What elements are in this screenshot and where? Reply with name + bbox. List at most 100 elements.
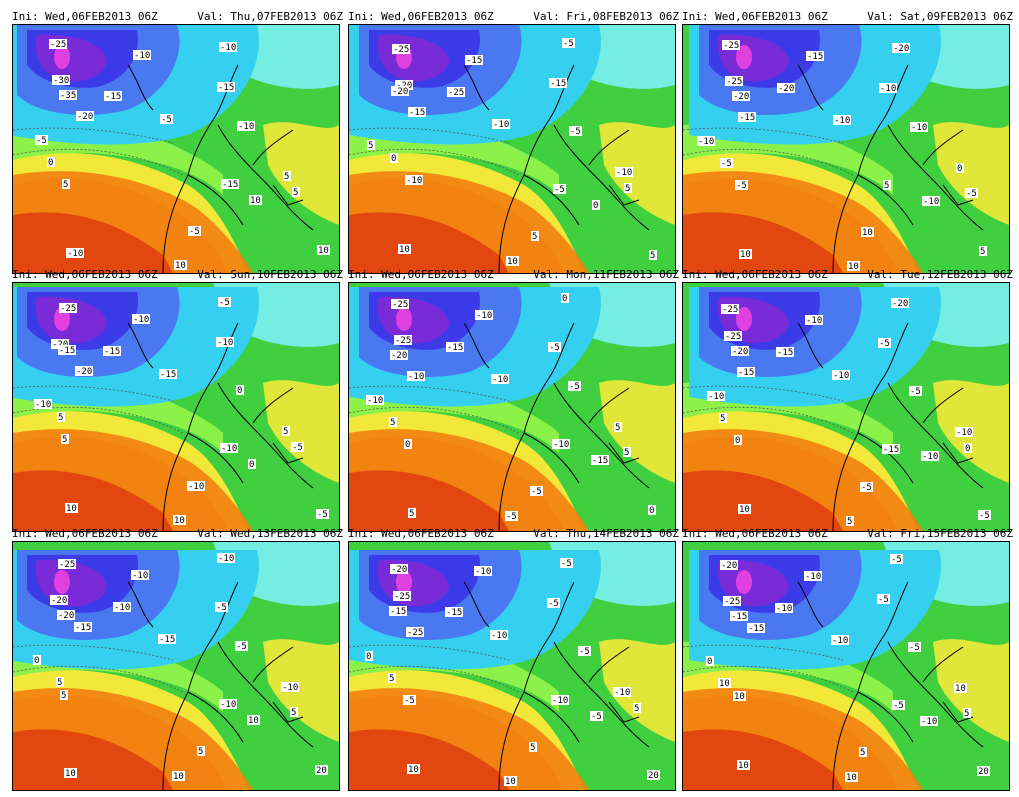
hot-region-south bbox=[349, 729, 509, 790]
temperature-label: 5 bbox=[57, 412, 65, 423]
temperature-label: -10 bbox=[831, 635, 849, 646]
isotherm-lines bbox=[683, 127, 854, 176]
temperature-label: -10 bbox=[366, 395, 384, 406]
svg-text:-15: -15 bbox=[447, 343, 463, 353]
svg-text:-10: -10 bbox=[492, 375, 508, 385]
cold-core-magenta bbox=[736, 307, 752, 331]
svg-text:-25: -25 bbox=[448, 88, 464, 98]
svg-text:-15: -15 bbox=[75, 623, 91, 633]
svg-text:5: 5 bbox=[291, 708, 296, 718]
init-time-label: Ini: Wed,06FEB2013 06Z bbox=[348, 268, 494, 281]
svg-text:-15: -15 bbox=[390, 607, 406, 617]
temperature-label: 10 bbox=[504, 776, 517, 787]
svg-text:-10: -10 bbox=[476, 311, 492, 321]
svg-text:-10: -10 bbox=[708, 392, 724, 402]
init-time-label: Ini: Wed,06FEB2013 06Z bbox=[12, 527, 158, 540]
svg-text:-20: -20 bbox=[778, 84, 794, 94]
svg-text:-15: -15 bbox=[59, 346, 75, 356]
temperature-label: -15 bbox=[549, 78, 567, 89]
svg-text:-5: -5 bbox=[548, 599, 559, 609]
temperature-label: 5 bbox=[979, 246, 987, 257]
temperature-label: 10 bbox=[733, 691, 746, 702]
temperature-label: 0 bbox=[648, 505, 656, 516]
svg-text:-15: -15 bbox=[446, 608, 462, 618]
isotherm-lines bbox=[13, 644, 184, 693]
svg-text:5: 5 bbox=[625, 184, 630, 194]
temperature-label: -5 bbox=[403, 695, 416, 706]
svg-text:10: 10 bbox=[65, 769, 76, 779]
svg-text:-10: -10 bbox=[616, 168, 632, 178]
svg-text:10: 10 bbox=[399, 245, 410, 255]
svg-text:-10: -10 bbox=[475, 567, 491, 577]
temperature-label: -5 bbox=[560, 558, 573, 569]
temperature-label: 10 bbox=[174, 260, 187, 271]
cold-region-violet bbox=[717, 559, 789, 607]
map-canvas: -25-30-35-20-15-10-5-15-10-10-5055-15-5-… bbox=[13, 25, 339, 273]
svg-text:5: 5 bbox=[409, 509, 414, 519]
forecast-panel: Ini: Wed,06FEB2013 06Z Val: Wed,13FEB2013… bbox=[12, 527, 343, 793]
panel-header: Ini: Wed,06FEB2013 06Z Val: Fri,08FEB2013… bbox=[348, 10, 679, 24]
coastlines bbox=[127, 322, 314, 531]
coastlines bbox=[797, 581, 984, 790]
svg-text:10: 10 bbox=[846, 773, 857, 783]
temperature-label: 5 bbox=[62, 179, 70, 190]
svg-text:5: 5 bbox=[980, 247, 985, 257]
forecast-panel: Ini: Wed,06FEB2013 06Z Val: Sat,09FEB2013… bbox=[682, 10, 1013, 276]
temperature-label: -5 bbox=[892, 700, 905, 711]
temperature-label: 10 bbox=[65, 503, 78, 514]
svg-text:10: 10 bbox=[408, 765, 419, 775]
hot-region-south bbox=[13, 212, 173, 273]
svg-text:0: 0 bbox=[391, 154, 396, 164]
temperature-label: 5 bbox=[623, 447, 631, 458]
temperature-label: -25 bbox=[722, 40, 740, 51]
svg-text:-10: -10 bbox=[956, 428, 972, 438]
temperature-map: -25-20-15-20-15-10-15-10-50-10555-10-101… bbox=[12, 282, 340, 532]
svg-text:5: 5 bbox=[293, 188, 298, 198]
svg-text:-30: -30 bbox=[53, 76, 69, 86]
svg-text:10: 10 bbox=[734, 692, 745, 702]
temperature-label: -5 bbox=[562, 38, 575, 49]
init-time-label: Ini: Wed,06FEB2013 06Z bbox=[682, 527, 828, 540]
svg-text:-10: -10 bbox=[911, 123, 927, 133]
temperature-label: -10 bbox=[66, 248, 84, 259]
temperature-label: -10 bbox=[910, 122, 928, 133]
panel-header: Ini: Wed,06FEB2013 06Z Val: Sun,10FEB2013… bbox=[12, 268, 343, 282]
temperature-label: -10 bbox=[220, 443, 238, 454]
svg-text:-5: -5 bbox=[569, 382, 580, 392]
svg-text:-15: -15 bbox=[748, 624, 764, 634]
map-canvas: -25-20-20-15-25-15-10-15-5-550-10-10-551… bbox=[349, 25, 675, 273]
temperature-label: -20 bbox=[76, 111, 94, 122]
svg-text:-25: -25 bbox=[725, 332, 741, 342]
temperature-label: -25 bbox=[393, 591, 411, 602]
panel-header: Ini: Wed,06FEB2013 06Z Val: Mon,11FEB2013… bbox=[348, 268, 679, 282]
temperature-label: 10 bbox=[64, 768, 77, 779]
temperature-label: -15 bbox=[445, 607, 463, 618]
svg-text:10: 10 bbox=[719, 679, 730, 689]
svg-text:5: 5 bbox=[62, 435, 67, 445]
init-time-label: Ini: Wed,06FEB2013 06Z bbox=[682, 268, 828, 281]
valid-time-label: Val: Sun,10FEB2013 06Z bbox=[197, 268, 343, 281]
temperature-label: -10 bbox=[219, 42, 237, 53]
temperature-label: -20 bbox=[57, 610, 75, 621]
svg-text:5: 5 bbox=[650, 251, 655, 261]
temperature-label: 0 bbox=[33, 655, 41, 666]
svg-text:10: 10 bbox=[250, 196, 261, 206]
temperature-label: -15 bbox=[58, 345, 76, 356]
svg-text:-20: -20 bbox=[58, 611, 74, 621]
svg-text:-5: -5 bbox=[861, 483, 872, 493]
warm-region-east bbox=[933, 639, 1009, 742]
svg-text:10: 10 bbox=[175, 261, 186, 271]
svg-text:-15: -15 bbox=[739, 113, 755, 123]
temperature-label: -15 bbox=[591, 455, 609, 466]
svg-text:-10: -10 bbox=[552, 696, 568, 706]
temperature-label: -5 bbox=[735, 180, 748, 191]
svg-text:10: 10 bbox=[173, 772, 184, 782]
temperature-label: -20 bbox=[75, 366, 93, 377]
svg-text:-5: -5 bbox=[554, 185, 565, 195]
temperature-label: -5 bbox=[568, 381, 581, 392]
svg-text:-10: -10 bbox=[553, 440, 569, 450]
svg-text:-10: -10 bbox=[221, 444, 237, 454]
temperature-label: -10 bbox=[474, 566, 492, 577]
panel-header: Ini: Wed,06FEB2013 06Z Val: Fri,15FEB2013… bbox=[682, 527, 1013, 541]
init-time-label: Ini: Wed,06FEB2013 06Z bbox=[348, 10, 494, 23]
